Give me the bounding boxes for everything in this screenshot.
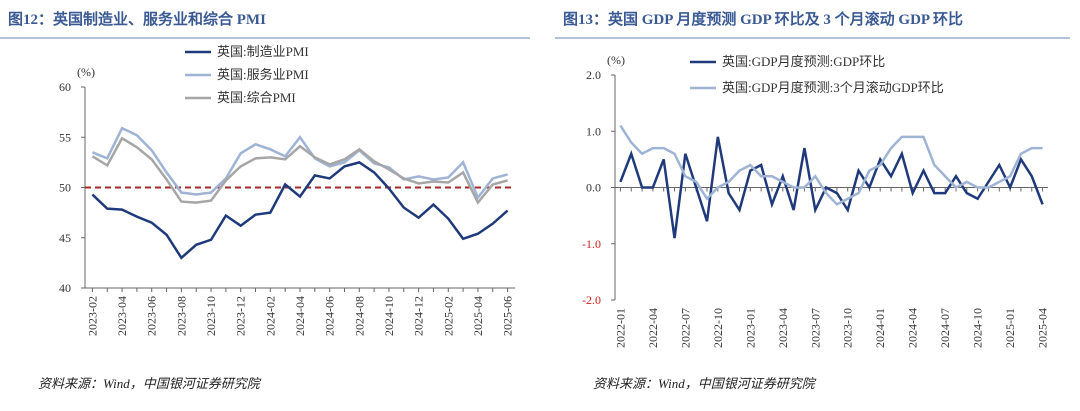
x-tick-label: 2023-06 [145,296,159,336]
unit-label: (%) [607,53,625,67]
y-tick-label: 40 [59,281,71,295]
y-tick-label: -1.0 [582,237,601,251]
x-tick-label: 2023-07 [808,308,822,348]
x-tick-label: 2024-10 [382,296,396,336]
legend-label: 英国:制造业PMI [217,44,309,59]
source: 资料来源：Wind，中国银河证券研究院 [593,376,817,391]
series-line [619,124,1043,206]
chart-title: 图12：英国制造业、服务业和综合 PMI [8,10,266,28]
y-tick-label: 45 [59,231,71,245]
y-tick-label: 0.0 [586,181,601,195]
x-tick-label: 2023-10 [841,308,855,348]
x-tick-label: 2024-04 [906,308,920,348]
y-tick-label: 50 [59,181,71,195]
series-line [619,136,1044,239]
x-tick-label: 2025-04 [1036,308,1050,348]
x-tick-label: 2024-06 [323,296,337,336]
chart-title: 图13：英国 GDP 月度预测 GDP 环比及 3 个月滚动 GDP 环比 [563,10,963,28]
x-tick-label: 2024-04 [293,296,307,336]
x-tick-label: 2024-12 [412,296,426,336]
x-tick-label: 2023-02 [85,296,99,336]
x-tick-label: 2025-06 [501,296,515,336]
x-tick-label: 2023-10 [204,296,218,336]
unit-label: (%) [77,65,95,79]
x-tick-label: 2024-08 [352,296,366,336]
series-line [91,161,509,260]
y-tick-label: -2.0 [582,293,601,307]
x-tick-label: 2023-08 [174,296,188,336]
x-tick-label: 2022-01 [613,308,627,348]
x-tick-label: 2022-04 [646,308,660,348]
source: 资料来源：Wind，中国银河证券研究院 [38,376,262,391]
x-tick-label: 2023-01 [743,308,757,348]
x-tick-label: 2024-10 [971,308,985,348]
x-tick-label: 2023-12 [234,296,248,336]
legend-label: 英国:GDP月度预测:3个月滚动GDP环比 [722,80,944,95]
legend-label: 英国:综合PMI [217,90,296,105]
y-tick-label: 60 [59,80,71,94]
x-tick-label: 2022-10 [711,308,725,348]
x-tick-label: 2025-04 [471,296,485,336]
x-tick-label: 2023-04 [115,296,129,336]
x-tick-label: 2024-02 [263,296,277,336]
x-tick-label: 2024-01 [873,308,887,348]
x-tick-label: 2022-07 [678,308,692,348]
y-tick-label: 2.0 [586,68,601,82]
series-line [91,126,508,201]
legend-label: 英国:服务业PMI [217,67,309,82]
x-tick-label: 2025-02 [441,296,455,336]
legend-label: 英国:GDP月度预测:GDP环比 [722,54,885,69]
x-tick-label: 2023-04 [776,308,790,348]
series-line [91,136,508,205]
x-tick-label: 2024-07 [938,308,952,348]
x-tick-label: 2025-01 [1003,308,1017,348]
y-tick-label: 1.0 [586,124,601,138]
y-tick-label: 55 [59,130,71,144]
